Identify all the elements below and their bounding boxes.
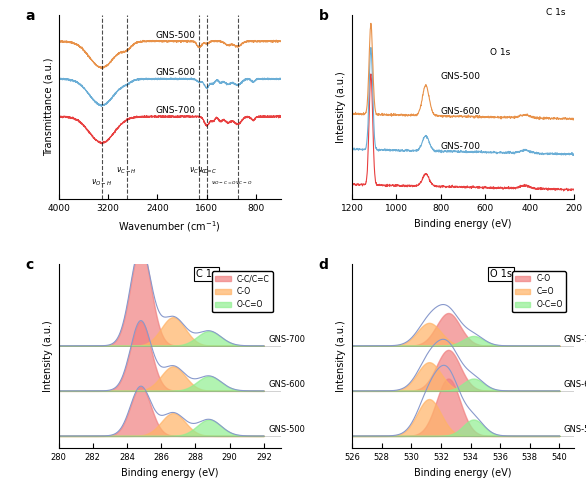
Text: a: a — [25, 9, 35, 23]
Text: O 1s: O 1s — [490, 48, 510, 57]
X-axis label: Binding energy (eV): Binding energy (eV) — [121, 468, 219, 478]
Text: GNS-700: GNS-700 — [564, 335, 586, 344]
X-axis label: Binding energy (eV): Binding energy (eV) — [414, 468, 512, 478]
X-axis label: Wavenumber (cm$^{-1}$): Wavenumber (cm$^{-1}$) — [118, 219, 221, 234]
Text: GNS-500: GNS-500 — [156, 30, 196, 39]
Text: GNS-600: GNS-600 — [156, 68, 196, 77]
Text: GNS-600: GNS-600 — [269, 380, 306, 389]
Y-axis label: Intensity (a.u.): Intensity (a.u.) — [43, 320, 53, 392]
Y-axis label: Transmittance (a.u.): Transmittance (a.u.) — [43, 58, 53, 156]
Text: GNS-700: GNS-700 — [269, 335, 306, 344]
Y-axis label: Intensity (a.u.): Intensity (a.u.) — [336, 71, 346, 143]
Y-axis label: Intensity (a.u.): Intensity (a.u.) — [336, 320, 346, 392]
Text: C 1s: C 1s — [546, 8, 565, 17]
Text: O 1s: O 1s — [490, 269, 512, 279]
Text: $\nu_{O-C=O}$$\nu_{C-O}$: $\nu_{O-C=O}$$\nu_{C-O}$ — [211, 179, 252, 187]
Legend: C-O, C=O, O-C=O: C-O, C=O, O-C=O — [512, 271, 566, 312]
Text: d: d — [319, 258, 329, 272]
Text: GNS-600: GNS-600 — [564, 380, 586, 389]
Text: GNS-500: GNS-500 — [564, 425, 586, 434]
Legend: C-C/C=C, C-O, O-C=O: C-C/C=C, C-O, O-C=O — [212, 271, 272, 312]
Text: GNS-500: GNS-500 — [441, 72, 481, 81]
Text: $\nu_{O-H}$: $\nu_{O-H}$ — [91, 177, 113, 188]
Text: $\nu_{C=C}$: $\nu_{C=C}$ — [197, 166, 217, 176]
Text: $\nu_{C=O}$: $\nu_{C=O}$ — [189, 166, 210, 176]
Text: GNS-600: GNS-600 — [441, 107, 481, 116]
Text: $\nu_{C-H}$: $\nu_{C-H}$ — [116, 166, 137, 176]
X-axis label: Binding energy (eV): Binding energy (eV) — [414, 219, 512, 229]
Text: GNS-500: GNS-500 — [269, 425, 306, 434]
Text: GNS-700: GNS-700 — [441, 142, 481, 151]
Text: GNS-700: GNS-700 — [156, 106, 196, 115]
Text: c: c — [25, 258, 33, 272]
Text: C 1s: C 1s — [196, 269, 217, 279]
Text: b: b — [319, 9, 329, 23]
